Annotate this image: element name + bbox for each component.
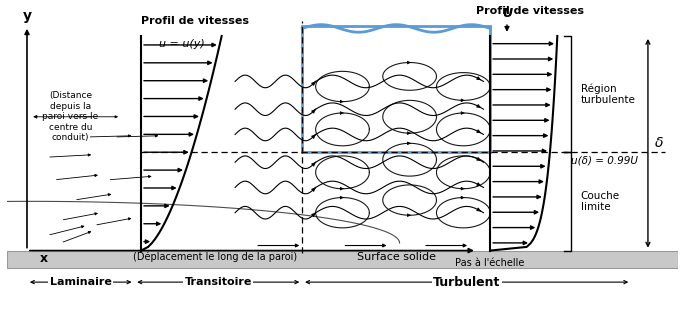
Text: U: U xyxy=(502,7,512,19)
Text: Pas à l'échelle: Pas à l'échelle xyxy=(456,258,525,268)
Text: Turbulent: Turbulent xyxy=(433,276,500,289)
Text: Laminaire: Laminaire xyxy=(50,277,112,287)
FancyBboxPatch shape xyxy=(7,250,678,268)
Text: Région
turbulente: Région turbulente xyxy=(581,83,636,105)
Text: δ: δ xyxy=(655,136,663,150)
Text: (Déplacement le long de la paroi): (Déplacement le long de la paroi) xyxy=(133,252,297,262)
Text: Transitoire: Transitoire xyxy=(185,277,252,287)
Bar xyxy=(302,26,490,152)
Text: x: x xyxy=(40,252,48,265)
Text: u = u(y): u = u(y) xyxy=(158,39,204,48)
Text: Couche
limite: Couche limite xyxy=(581,190,620,212)
Text: Profil de vitesses: Profil de vitesses xyxy=(141,16,249,26)
Text: Profil de vitesses: Profil de vitesses xyxy=(477,6,584,16)
Text: Surface solide: Surface solide xyxy=(357,252,436,262)
Text: y: y xyxy=(23,9,32,23)
Text: (Distance
depuis la
paroi vers le
centre du
conduit): (Distance depuis la paroi vers le centre… xyxy=(42,92,99,142)
Text: u(δ) = 0.99U: u(δ) = 0.99U xyxy=(571,156,638,166)
